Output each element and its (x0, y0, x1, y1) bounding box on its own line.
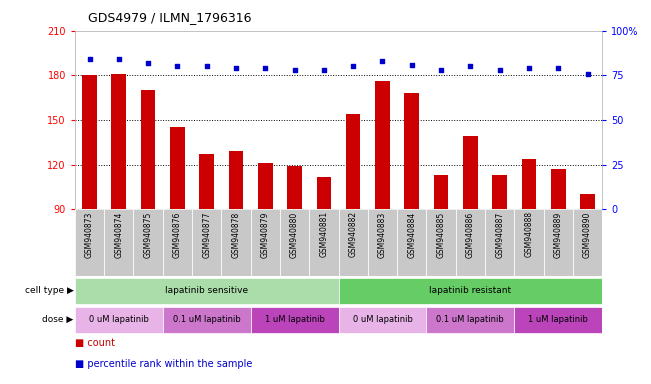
Bar (485, 209, 514, 276)
Bar (339, 307, 426, 333)
Text: GSM940885: GSM940885 (437, 211, 445, 258)
Text: GSM940890: GSM940890 (583, 211, 592, 258)
Point (114, 56, 124, 62)
Bar (316, 177, 331, 209)
Text: 0 uM lapatinib: 0 uM lapatinib (89, 315, 148, 324)
Point (202, 63, 212, 70)
Bar (199, 154, 214, 209)
Point (465, 63, 476, 70)
Point (553, 65, 564, 71)
Bar (229, 151, 243, 209)
Bar (251, 209, 280, 276)
Text: lapatinib resistant: lapatinib resistant (429, 286, 512, 295)
Point (495, 67, 505, 73)
Bar (368, 209, 397, 276)
Point (289, 67, 299, 73)
Text: GSM940882: GSM940882 (349, 211, 357, 257)
Bar (492, 175, 507, 209)
Bar (221, 209, 251, 276)
Bar (75, 209, 104, 276)
Text: GSM940875: GSM940875 (144, 211, 152, 258)
Point (85, 56, 95, 62)
Bar (133, 209, 163, 276)
Text: cell type ▶: cell type ▶ (25, 286, 74, 295)
Bar (514, 307, 602, 333)
Point (319, 67, 329, 73)
Point (231, 65, 242, 71)
Text: GSM940886: GSM940886 (466, 211, 475, 258)
Bar (375, 81, 390, 209)
Text: GSM940876: GSM940876 (173, 211, 182, 258)
Bar (426, 307, 514, 333)
Text: 0.1 uM lapatinib: 0.1 uM lapatinib (436, 315, 505, 324)
Point (143, 60, 154, 66)
Bar (258, 163, 273, 209)
Bar (426, 209, 456, 276)
Text: 1 uM lapatinib: 1 uM lapatinib (529, 315, 588, 324)
Text: GSM940878: GSM940878 (232, 211, 240, 258)
Point (348, 63, 358, 70)
Point (260, 65, 271, 71)
Text: GSM940880: GSM940880 (290, 211, 299, 258)
Bar (339, 278, 602, 304)
Text: GSM940877: GSM940877 (202, 211, 211, 258)
Point (406, 61, 417, 68)
Text: ■ count: ■ count (75, 338, 115, 348)
Point (173, 63, 183, 70)
Bar (111, 74, 126, 209)
Bar (580, 194, 595, 209)
Text: dose ▶: dose ▶ (42, 315, 74, 324)
Bar (456, 209, 485, 276)
Bar (404, 93, 419, 209)
Point (378, 58, 388, 64)
Bar (287, 166, 302, 209)
Bar (75, 307, 163, 333)
Bar (434, 175, 449, 209)
Text: GSM940879: GSM940879 (261, 211, 270, 258)
Bar (251, 307, 339, 333)
Bar (514, 209, 544, 276)
Text: 1 uM lapatinib: 1 uM lapatinib (265, 315, 324, 324)
Bar (339, 209, 368, 276)
Text: GSM940873: GSM940873 (85, 211, 94, 258)
Bar (463, 136, 478, 209)
Bar (280, 209, 309, 276)
Bar (544, 209, 573, 276)
Bar (170, 127, 185, 209)
Text: GSM940884: GSM940884 (408, 211, 416, 258)
Text: GSM940881: GSM940881 (320, 211, 328, 257)
Text: GSM940887: GSM940887 (495, 211, 504, 258)
Text: 0.1 uM lapatinib: 0.1 uM lapatinib (173, 315, 241, 324)
Bar (141, 90, 156, 209)
Bar (163, 307, 251, 333)
Bar (309, 209, 339, 276)
Text: GSM940874: GSM940874 (115, 211, 123, 258)
Bar (82, 75, 97, 209)
Text: ■ percentile rank within the sample: ■ percentile rank within the sample (75, 359, 252, 369)
Bar (551, 169, 566, 209)
Point (436, 67, 447, 73)
Point (583, 71, 593, 77)
Text: GSM940889: GSM940889 (554, 211, 562, 258)
Text: GDS4979 / ILMN_1796316: GDS4979 / ILMN_1796316 (88, 12, 251, 25)
Bar (163, 209, 192, 276)
Text: lapatinib sensitive: lapatinib sensitive (165, 286, 248, 295)
Bar (346, 114, 361, 209)
Bar (75, 278, 339, 304)
Bar (573, 209, 602, 276)
Bar (397, 209, 426, 276)
Text: GSM940888: GSM940888 (525, 211, 533, 257)
Bar (192, 209, 221, 276)
Bar (521, 159, 536, 209)
Point (523, 65, 534, 71)
Text: GSM940883: GSM940883 (378, 211, 387, 258)
Text: 0 uM lapatinib: 0 uM lapatinib (353, 315, 412, 324)
Bar (104, 209, 133, 276)
